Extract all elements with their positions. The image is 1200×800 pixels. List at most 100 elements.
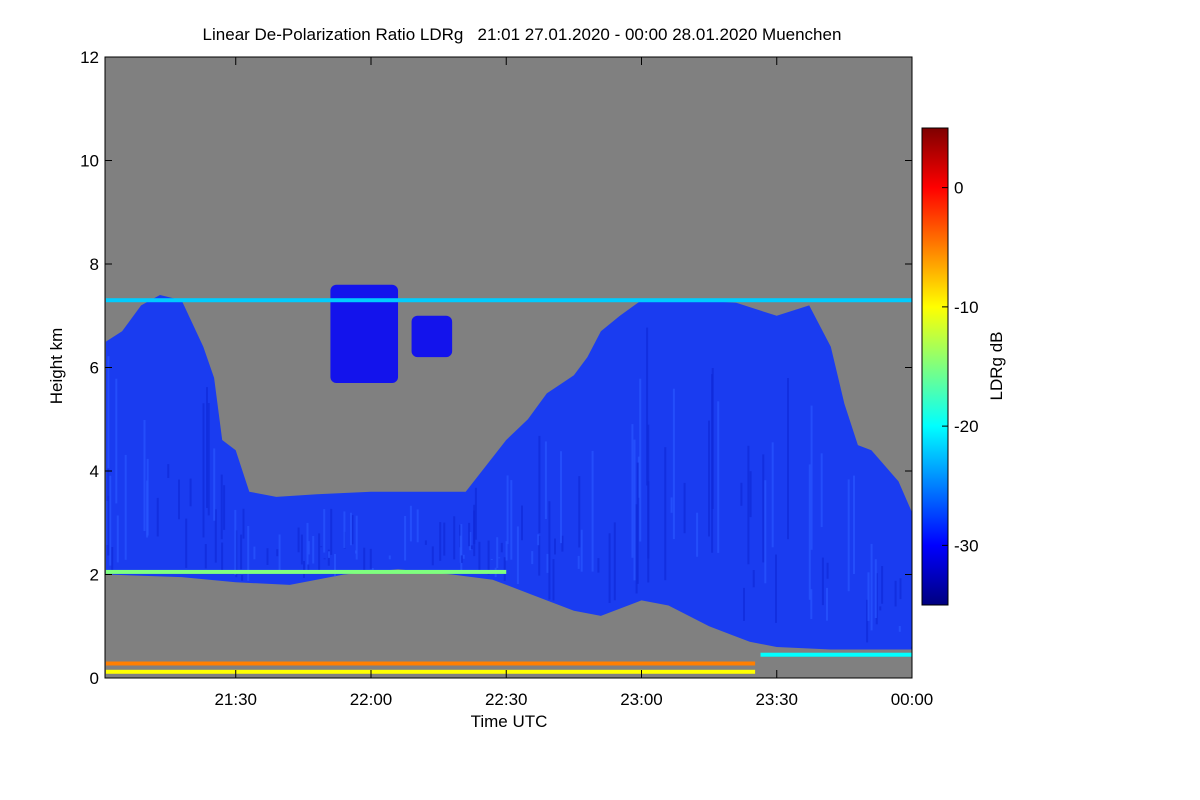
cloud-streak <box>808 464 811 600</box>
cloud-streak <box>213 448 216 521</box>
cloud-streak <box>696 512 699 557</box>
colorbar-tick-label: -20 <box>954 417 979 436</box>
y-tick-label: 2 <box>90 566 99 585</box>
cloud-streak <box>443 522 446 556</box>
cloud-streak <box>409 505 412 542</box>
cloud-streak <box>278 534 281 571</box>
cloud-streak <box>473 504 476 557</box>
cloud-streak <box>460 524 463 573</box>
x-axis-label: Time UTC <box>471 712 548 731</box>
cloud-streak <box>670 497 673 513</box>
cloud-streak <box>185 518 188 568</box>
cloud-streak <box>266 548 269 565</box>
cloud-streak <box>204 544 207 569</box>
cloud-streak <box>350 512 352 546</box>
cloud-streak <box>548 501 551 600</box>
cloud-streak <box>487 540 490 575</box>
cloud-streak <box>116 515 119 563</box>
upper-cloud-patch <box>411 315 453 358</box>
x-tick-label: 21:30 <box>214 690 257 709</box>
cloud-streak <box>672 388 675 540</box>
cloud-streak <box>866 599 869 643</box>
cloud-streak <box>881 566 884 604</box>
cloud-streak <box>206 387 208 508</box>
cloud-streak <box>303 561 305 578</box>
cloud-streak <box>253 546 256 560</box>
x-tick-label: 23:00 <box>620 690 663 709</box>
cloud-streak <box>223 485 226 530</box>
cloud-streak <box>276 549 279 557</box>
cloud-streak <box>717 401 720 553</box>
cloud-streak <box>178 479 180 520</box>
cloud-streak <box>318 533 321 572</box>
x-tick-label: 22:00 <box>350 690 393 709</box>
cloud-streak <box>747 445 750 565</box>
colorbar-label: LDRg dB <box>987 332 1006 401</box>
x-tick-label: 00:00 <box>891 690 934 709</box>
cloud-streak <box>764 480 767 584</box>
y-axis-ticks: 0 2 4 6 8 10 12 <box>80 48 912 688</box>
cloud-streak <box>633 439 636 581</box>
cloud-streak <box>306 522 309 571</box>
cloud-streak <box>578 476 581 548</box>
thin-layer-near-surface-yellow <box>105 669 756 674</box>
cloud-streak <box>752 570 755 588</box>
cloud-streak <box>810 405 813 550</box>
y-tick-label: 0 <box>90 669 99 688</box>
y-tick-label: 10 <box>80 152 99 171</box>
cloud-streak <box>637 456 640 498</box>
cloud-streak <box>810 589 813 619</box>
y-tick-label: 8 <box>90 255 99 274</box>
cloud-streak <box>115 378 118 504</box>
colorbar-tick-label: -10 <box>954 298 979 317</box>
cloud-streak <box>297 527 300 553</box>
chart-title: Linear De-Polarization Ratio LDRg 21:01 … <box>203 25 842 44</box>
cloud-streak <box>323 558 326 560</box>
cloud-streak <box>167 464 170 478</box>
cloud-streak <box>431 546 434 566</box>
cloud-streak <box>743 587 745 621</box>
cloud-streak <box>404 516 407 561</box>
cloud-streak <box>646 327 649 486</box>
cloud-streak <box>221 542 224 572</box>
cloud-streak <box>740 482 743 506</box>
cloud-streak <box>554 538 556 555</box>
cloud-streak <box>503 557 506 581</box>
cloud-streak <box>546 553 549 573</box>
cloud-streak <box>202 403 205 538</box>
cloud-streak <box>470 545 473 550</box>
cloud-streak <box>468 522 471 547</box>
cloud-streak <box>647 424 650 559</box>
cloud-streak <box>439 522 442 561</box>
cloud-streak <box>323 509 326 553</box>
cloud-streak <box>220 474 223 540</box>
cloud-streak <box>639 378 642 542</box>
cloud-streak <box>613 522 616 601</box>
cloud-streak <box>460 555 463 563</box>
cloud-streak <box>312 536 315 564</box>
cloud-streak <box>771 442 774 548</box>
cloud-streak <box>538 435 541 534</box>
cloud-streak <box>107 468 110 556</box>
cloud-streak <box>538 535 541 576</box>
cloud-streak <box>635 504 638 594</box>
thin-layer-cirrus-line <box>105 298 912 303</box>
cloud-streak <box>898 626 901 632</box>
cloud-streak <box>853 475 855 574</box>
cloud-streak <box>478 541 481 572</box>
cloud-streak <box>462 554 465 559</box>
cloud-streak <box>708 420 710 537</box>
cloud-streak <box>561 535 564 552</box>
cloud-streak <box>307 564 310 574</box>
cloud-streak <box>787 378 789 540</box>
cloud-streak <box>146 480 149 538</box>
cloud-streak <box>330 508 333 555</box>
cloud-streak <box>498 557 501 559</box>
colorbar-tick-label: 0 <box>954 179 963 198</box>
cloud-streak <box>560 451 562 544</box>
plot-content <box>105 284 912 674</box>
cloud-streak <box>899 578 902 600</box>
cloud-streak <box>247 526 250 581</box>
cloud-streak <box>544 441 547 519</box>
